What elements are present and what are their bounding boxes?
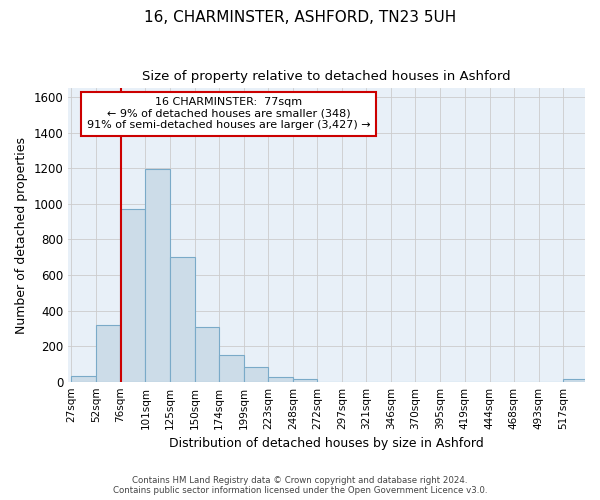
Bar [145, 169, 170, 382]
Text: Contains HM Land Registry data © Crown copyright and database right 2024.
Contai: Contains HM Land Registry data © Crown c… [113, 476, 487, 495]
Bar [293, 379, 317, 382]
X-axis label: Distribution of detached houses by size in Ashford: Distribution of detached houses by size … [169, 437, 484, 450]
Bar [219, 355, 244, 382]
Bar [563, 379, 588, 382]
Y-axis label: Number of detached properties: Number of detached properties [15, 136, 28, 334]
Bar [170, 257, 194, 382]
Bar [71, 376, 96, 382]
Bar [268, 377, 293, 382]
Title: Size of property relative to detached houses in Ashford: Size of property relative to detached ho… [142, 70, 511, 83]
Bar [96, 325, 121, 382]
Bar [121, 209, 145, 382]
Text: 16 CHARMINSTER:  77sqm
← 9% of detached houses are smaller (348)
91% of semi-det: 16 CHARMINSTER: 77sqm ← 9% of detached h… [86, 97, 370, 130]
Bar [194, 326, 219, 382]
Text: 16, CHARMINSTER, ASHFORD, TN23 5UH: 16, CHARMINSTER, ASHFORD, TN23 5UH [144, 10, 456, 25]
Bar [244, 368, 268, 382]
